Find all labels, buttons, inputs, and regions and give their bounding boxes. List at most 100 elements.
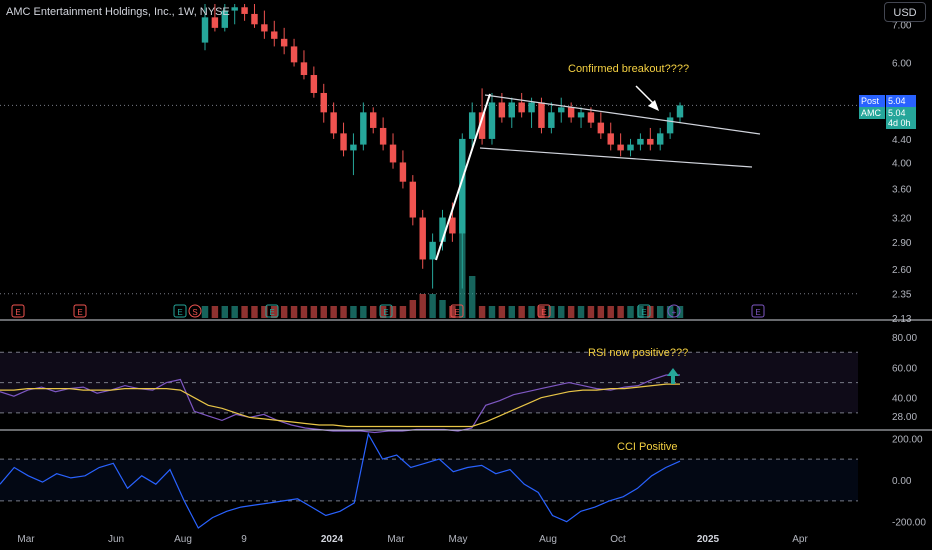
volume-bar: [656, 306, 664, 318]
volume-bar: [261, 306, 268, 318]
volume-bar: [488, 306, 496, 318]
volume-bar: [290, 306, 298, 318]
candle: [379, 127, 387, 145]
candle: [627, 144, 634, 151]
volume-bar: [518, 306, 525, 318]
candle: [459, 138, 466, 234]
candle: [340, 133, 347, 151]
candle: [350, 144, 357, 151]
time-axis-tick: Aug: [174, 534, 192, 545]
candle: [320, 92, 327, 113]
breakout-annotation: Confirmed breakout????: [568, 63, 690, 75]
rsi-axis-tick: 80.00: [892, 333, 917, 344]
event-marker: [537, 304, 551, 318]
candle: [409, 181, 417, 218]
cci-band: [0, 459, 858, 501]
candle: [231, 7, 238, 11]
event-marker-label: E: [15, 308, 20, 317]
price-axis-tick: 3.20: [892, 214, 912, 225]
event-marker: [73, 304, 87, 318]
volume-bar: [340, 306, 347, 318]
candle: [271, 31, 278, 39]
time-axis-tick: Mar: [17, 534, 35, 545]
drawings-layer[interactable]: [435, 85, 761, 261]
candle: [261, 24, 268, 32]
time-axis-tick: 2024: [320, 534, 344, 545]
cci-line: [0, 432, 681, 529]
volume-bar: [587, 306, 595, 318]
volume-bar: [637, 306, 644, 318]
event-marker-label: +: [672, 308, 677, 317]
volume-bar: [429, 294, 436, 318]
time-axis-tick: May: [448, 534, 468, 545]
volume-bar: [310, 306, 318, 318]
candle: [370, 112, 377, 128]
price-axis-tick: 7.00: [892, 20, 912, 31]
candle: [241, 7, 248, 14]
event-marker: [188, 304, 202, 318]
cci-axis-tick: 0.00: [892, 476, 912, 487]
event-marker-label: E: [541, 308, 546, 317]
cci-annotation: CCI Positive: [617, 441, 678, 453]
volume-bar: [271, 306, 278, 318]
cci-axis-tick: 200.00: [892, 434, 923, 445]
price-axis-tick: 4.00: [892, 158, 912, 169]
price-axis-tick: 2.90: [892, 238, 912, 249]
volume-bar: [548, 306, 555, 318]
candle: [656, 133, 664, 145]
symbol-price-value: 5.04: [886, 107, 916, 119]
price-axis-tick: 2.60: [892, 265, 912, 276]
candle: [290, 46, 298, 63]
price-pane[interactable]: 7.006.005.004.404.003.603.202.902.602.35…: [0, 4, 912, 325]
symbol-title[interactable]: AMC Entertainment Holdings, Inc., 1W, NY…: [6, 6, 230, 18]
cci-pane[interactable]: 200.00 0.00 -200.00: [0, 432, 926, 529]
event-marker-label: E: [177, 308, 182, 317]
breakout-arrow-head: [648, 100, 659, 111]
volume-bar: [468, 276, 476, 318]
time-axis-tick: Apr: [792, 534, 808, 545]
volume-bar: [360, 306, 367, 318]
candle: [587, 112, 595, 123]
bar-countdown: 4d 0h: [886, 117, 916, 129]
event-marker: [637, 304, 651, 318]
volume-bar: [538, 306, 545, 318]
volume-bar: [201, 306, 209, 318]
event-marker-label: E: [269, 308, 274, 317]
candle: [498, 102, 506, 118]
event-marker: [11, 304, 25, 318]
candle: [449, 217, 456, 234]
volume-bar: [439, 300, 446, 318]
rsi-axis-tick: 40.00: [892, 394, 917, 405]
event-marker: [450, 304, 464, 318]
candle: [666, 117, 674, 134]
volume-bar: [607, 306, 614, 318]
candle: [201, 17, 209, 43]
price-axis-tick: 6.00: [892, 58, 912, 69]
volume-bar: [389, 306, 397, 318]
event-marker: [265, 304, 279, 318]
price-axis-tick: 4.40: [892, 135, 912, 146]
candle: [528, 102, 535, 113]
candle: [548, 112, 555, 128]
candle: [429, 241, 436, 260]
volume-bar: [320, 306, 327, 318]
price-axis-tick: 3.60: [892, 184, 912, 195]
candle: [251, 13, 258, 25]
rsi-pane[interactable]: 80.00 60.00 40.00 28.00: [0, 333, 917, 434]
volume-bar: [280, 306, 288, 318]
volume-bar: [577, 306, 585, 318]
volume-bar: [528, 306, 535, 318]
candle: [577, 112, 585, 118]
currency-button[interactable]: USD: [884, 2, 926, 22]
volume-bar: [449, 306, 456, 318]
volume-bar: [300, 306, 308, 318]
time-axis-tick: 9: [241, 534, 247, 545]
time-axis-tick: 2025: [696, 534, 720, 545]
symbol-price-label: AMC: [859, 107, 885, 119]
volume-bar: [221, 306, 229, 318]
trendline-upper: [484, 94, 761, 135]
candle: [538, 102, 545, 128]
event-marker-label: E: [641, 308, 646, 317]
candle: [607, 133, 614, 145]
